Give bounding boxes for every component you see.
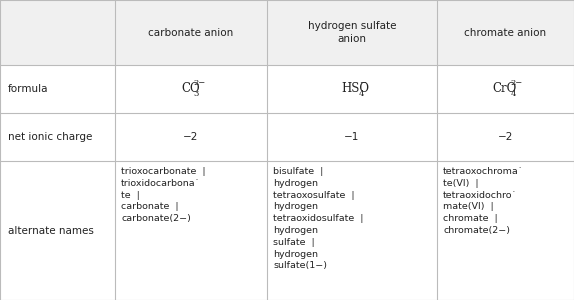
- Bar: [0, 0, 574, 65]
- Text: −: −: [359, 79, 366, 87]
- Text: chromate anion: chromate anion: [464, 28, 546, 38]
- Text: CrO: CrO: [492, 82, 517, 95]
- Text: 4: 4: [510, 90, 516, 98]
- Text: −1: −1: [344, 132, 360, 142]
- Text: 4: 4: [359, 90, 364, 98]
- Text: 3: 3: [193, 90, 199, 98]
- Text: trioxocarbonate  |
trioxidocarbona˙
te  |
carbonate  |
carbonate(2−): trioxocarbonate | trioxidocarbona˙ te | …: [121, 167, 205, 223]
- Text: CO: CO: [181, 82, 200, 95]
- Text: 2−: 2−: [510, 79, 523, 87]
- Text: net ionic charge: net ionic charge: [8, 132, 92, 142]
- Text: bisulfate  |
hydrogen
tetraoxosulfate  |
hydrogen
tetraoxidosulfate  |
hydrogen
: bisulfate | hydrogen tetraoxosulfate | h…: [273, 167, 363, 270]
- Text: formula: formula: [8, 84, 48, 94]
- Text: carbonate anion: carbonate anion: [148, 28, 234, 38]
- Text: hydrogen sulfate
anion: hydrogen sulfate anion: [308, 21, 396, 44]
- Text: −2: −2: [498, 132, 513, 142]
- Text: HSO: HSO: [341, 82, 369, 95]
- Text: 2−: 2−: [193, 79, 205, 87]
- Text: −2: −2: [183, 132, 199, 142]
- Text: alternate names: alternate names: [8, 226, 94, 236]
- Text: tetraoxochroma˙
te(VI)  |
tetraoxidochro˙
mate(VI)  |
chromate  |
chromate(2−): tetraoxochroma˙ te(VI) | tetraoxidochro˙…: [443, 167, 523, 235]
